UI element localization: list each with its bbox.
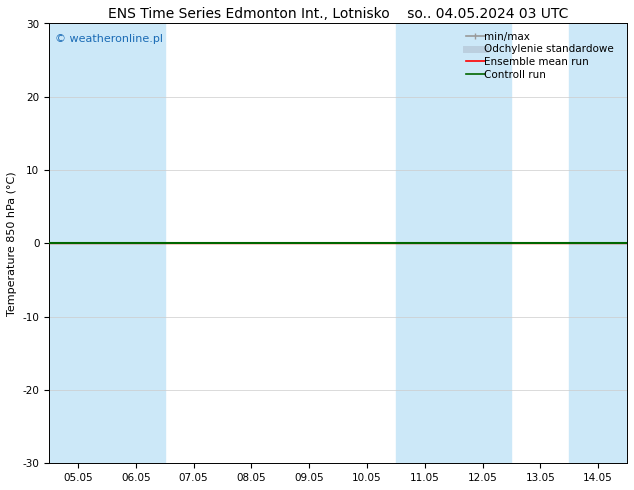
- Title: ENS Time Series Edmonton Int., Lotnisko    so.. 04.05.2024 03 UTC: ENS Time Series Edmonton Int., Lotnisko …: [108, 7, 568, 21]
- Legend: min/max, Odchylenie standardowe, Ensemble mean run, Controll run: min/max, Odchylenie standardowe, Ensembl…: [463, 29, 622, 83]
- Text: © weatheronline.pl: © weatheronline.pl: [55, 34, 163, 45]
- Bar: [569, 24, 627, 464]
- Bar: [49, 24, 165, 464]
- Bar: [396, 24, 512, 464]
- Y-axis label: Temperature 850 hPa (°C): Temperature 850 hPa (°C): [7, 171, 17, 316]
